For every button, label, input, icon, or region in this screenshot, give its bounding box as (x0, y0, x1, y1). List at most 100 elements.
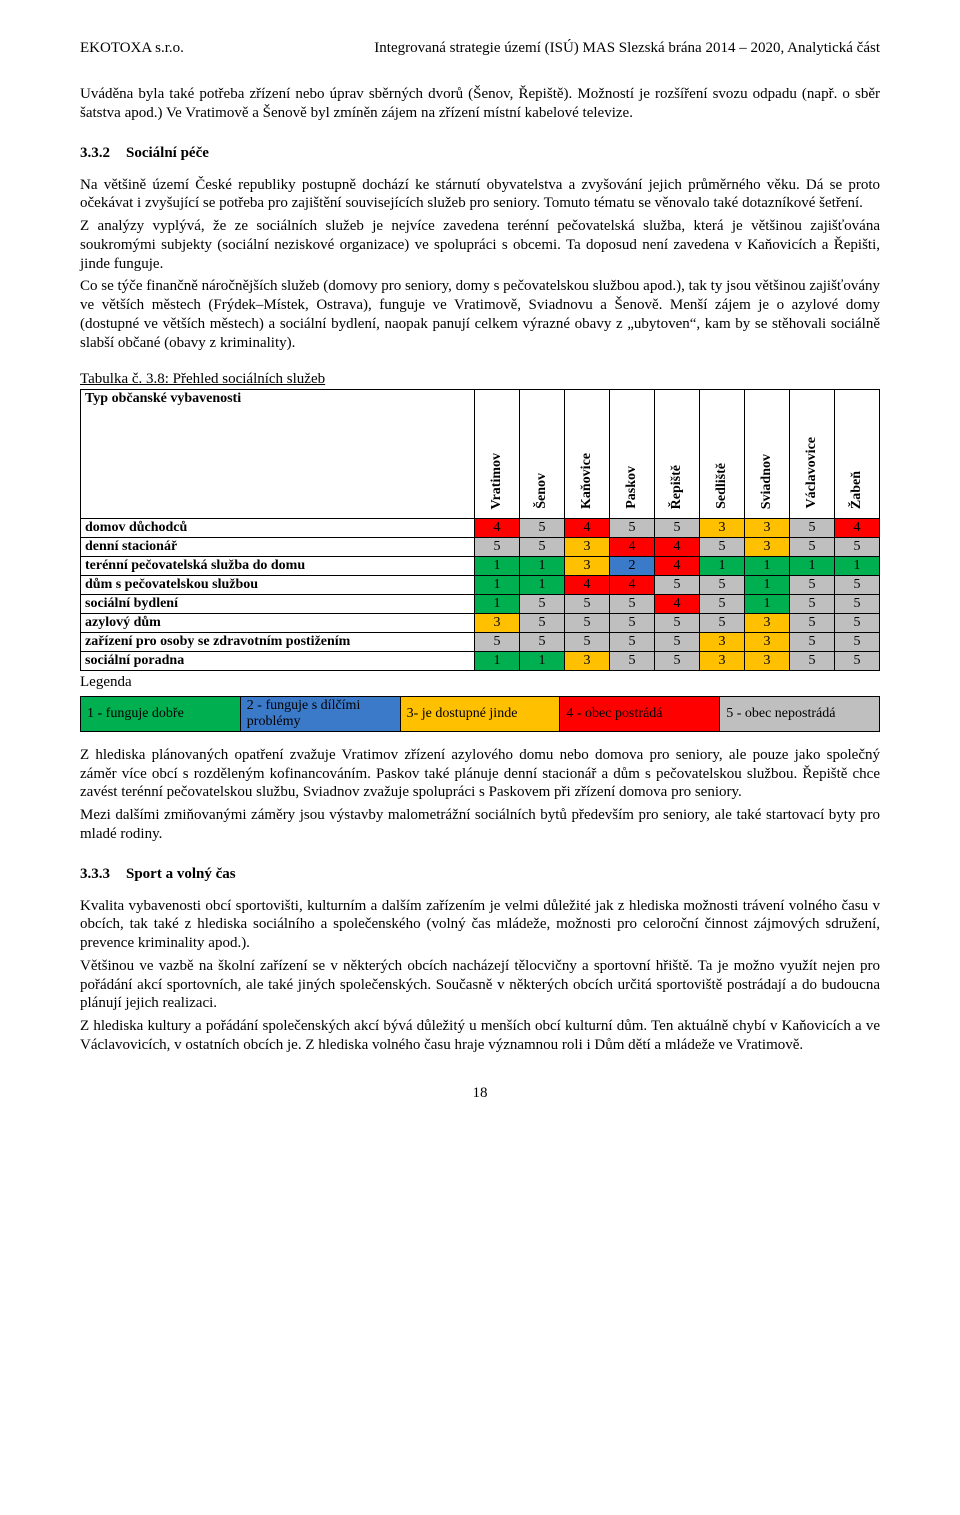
value-cell: 1 (475, 652, 520, 671)
value-cell: 3 (745, 633, 790, 652)
services-table: Typ občanské vybavenosti Vratimov Šenov … (80, 389, 880, 671)
col-head: Kaňovice (565, 390, 610, 519)
legend-cell: 1 - funguje dobře (81, 696, 241, 731)
value-cell: 5 (655, 652, 700, 671)
row-label: zařízení pro osoby se zdravotním postiže… (81, 633, 475, 652)
value-cell: 1 (475, 576, 520, 595)
value-cell: 1 (475, 595, 520, 614)
table-row: sociální bydlení155545155 (81, 595, 880, 614)
table-header-row: Typ občanské vybavenosti Vratimov Šenov … (81, 390, 880, 519)
sec332-p2: Z analýzy vyplývá, že ze sociálních služ… (80, 217, 880, 273)
section-number: 3.3.3 (80, 866, 110, 883)
row-label: sociální bydlení (81, 595, 475, 614)
value-cell: 3 (565, 557, 610, 576)
col-head-label: Václavovice (804, 437, 820, 509)
value-cell: 5 (790, 614, 835, 633)
value-cell: 5 (655, 633, 700, 652)
value-cell: 5 (790, 538, 835, 557)
col-head: Sviadnov (745, 390, 790, 519)
value-cell: 5 (790, 633, 835, 652)
value-cell: 4 (565, 519, 610, 538)
col-head-label: Kaňovice (579, 453, 595, 509)
table-row: sociální poradna113553355 (81, 652, 880, 671)
value-cell: 5 (655, 614, 700, 633)
page-header: EKOTOXA s.r.o. Integrovaná strategie úze… (80, 40, 880, 57)
value-cell: 5 (565, 595, 610, 614)
row-label: sociální poradna (81, 652, 475, 671)
sec332-p3: Co se týče finančně náročnějších služeb … (80, 277, 880, 352)
value-cell: 5 (520, 614, 565, 633)
value-cell: 1 (745, 576, 790, 595)
section-title: Sport a volný čas (126, 866, 236, 882)
value-cell: 5 (610, 595, 655, 614)
value-cell: 3 (700, 652, 745, 671)
legend-cell: 4 - obec postrádá (560, 696, 720, 731)
legend-row: 1 - funguje dobře2 - funguje s dílčími p… (81, 696, 880, 731)
value-cell: 5 (610, 652, 655, 671)
value-cell: 5 (520, 538, 565, 557)
section-heading-332: 3.3.2Sociální péče (80, 145, 880, 162)
value-cell: 5 (655, 519, 700, 538)
value-cell: 5 (610, 633, 655, 652)
row-label: dům s pečovatelskou službou (81, 576, 475, 595)
value-cell: 5 (520, 519, 565, 538)
value-cell: 3 (565, 652, 610, 671)
value-cell: 5 (610, 519, 655, 538)
document-page: EKOTOXA s.r.o. Integrovaná strategie úze… (40, 0, 920, 1152)
col-head: Šenov (520, 390, 565, 519)
col-head: Sedliště (700, 390, 745, 519)
value-cell: 1 (520, 652, 565, 671)
value-cell: 1 (520, 557, 565, 576)
value-cell: 5 (790, 576, 835, 595)
value-cell: 5 (610, 614, 655, 633)
legend-label: Legenda (80, 673, 880, 692)
intro-paragraph: Uváděna byla také potřeba zřízení nebo ú… (80, 85, 880, 123)
value-cell: 4 (610, 576, 655, 595)
value-cell: 2 (610, 557, 655, 576)
value-cell: 4 (475, 519, 520, 538)
value-cell: 1 (520, 576, 565, 595)
value-cell: 5 (475, 633, 520, 652)
value-cell: 5 (835, 576, 880, 595)
legend-table: 1 - funguje dobře2 - funguje s dílčími p… (80, 696, 880, 732)
legend-cell: 3- je dostupné jinde (400, 696, 560, 731)
value-cell: 1 (700, 557, 745, 576)
col-head: Žabeň (835, 390, 880, 519)
value-cell: 5 (835, 633, 880, 652)
value-cell: 5 (700, 595, 745, 614)
value-cell: 3 (700, 519, 745, 538)
table-row: domov důchodců454553354 (81, 519, 880, 538)
value-cell: 3 (475, 614, 520, 633)
col-head: Paskov (610, 390, 655, 519)
value-cell: 5 (835, 538, 880, 557)
row-label: denní stacionář (81, 538, 475, 557)
table-row: dům s pečovatelskou službou114455155 (81, 576, 880, 595)
legend-cell: 2 - funguje s dílčími problémy (240, 696, 400, 731)
sec332-p1: Na většině území České republiky postupn… (80, 176, 880, 214)
col-head-label: Řepiště (669, 465, 685, 509)
post-table-p2: Mezi dalšími zmiňovanými záměry jsou výs… (80, 806, 880, 844)
value-cell: 1 (745, 595, 790, 614)
value-cell: 5 (790, 595, 835, 614)
value-cell: 5 (565, 633, 610, 652)
value-cell: 5 (790, 519, 835, 538)
legend-cell: 5 - obec nepostrádá (720, 696, 880, 731)
row-label: domov důchodců (81, 519, 475, 538)
col-head-label: Paskov (624, 466, 640, 509)
value-cell: 1 (475, 557, 520, 576)
col-head-label: Sedliště (714, 463, 730, 509)
section-number: 3.3.2 (80, 145, 110, 162)
header-left: EKOTOXA s.r.o. (80, 40, 184, 57)
value-cell: 3 (745, 614, 790, 633)
value-cell: 3 (700, 633, 745, 652)
value-cell: 5 (655, 576, 700, 595)
value-cell: 3 (565, 538, 610, 557)
table-row: zařízení pro osoby se zdravotním postiže… (81, 633, 880, 652)
sec333-p2: Většinou ve vazbě na školní zařízení se … (80, 957, 880, 1013)
col-head-label: Žabeň (849, 471, 865, 509)
value-cell: 1 (790, 557, 835, 576)
value-cell: 4 (610, 538, 655, 557)
value-cell: 4 (565, 576, 610, 595)
value-cell: 5 (835, 595, 880, 614)
table-caption: Tabulka č. 3.8: Přehled sociálních služe… (80, 370, 880, 389)
